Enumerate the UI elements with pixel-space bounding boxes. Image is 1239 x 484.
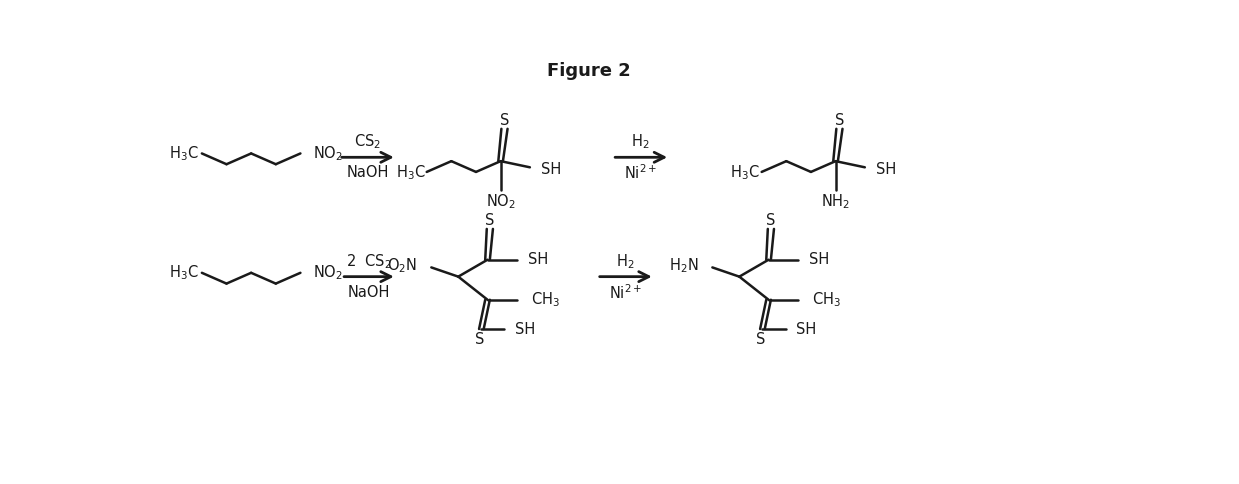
Text: S: S — [766, 213, 776, 227]
Text: SH: SH — [515, 321, 535, 336]
Text: S: S — [756, 331, 766, 346]
Text: Ni$^{2+}$: Ni$^{2+}$ — [624, 163, 658, 182]
Text: SH: SH — [540, 161, 561, 176]
Text: H$_2$: H$_2$ — [632, 133, 650, 151]
Text: H$_2$: H$_2$ — [616, 252, 634, 270]
Text: S: S — [835, 113, 844, 128]
Text: NO$_2$: NO$_2$ — [486, 192, 515, 211]
Text: S: S — [486, 213, 494, 227]
Text: H$_3$C: H$_3$C — [731, 163, 760, 181]
Text: NH$_2$: NH$_2$ — [821, 192, 850, 211]
Text: SH: SH — [797, 321, 817, 336]
Text: SH: SH — [876, 161, 896, 176]
Text: Figure 2: Figure 2 — [548, 62, 631, 80]
Text: NaOH: NaOH — [348, 284, 390, 299]
Text: H$_3$C: H$_3$C — [395, 163, 425, 181]
Text: NO$_2$: NO$_2$ — [312, 144, 343, 163]
Text: H$_3$C: H$_3$C — [170, 144, 198, 163]
Text: H$_2$N: H$_2$N — [669, 256, 699, 275]
Text: O$_2$N: O$_2$N — [388, 256, 418, 275]
Text: 2  CS$_2$: 2 CS$_2$ — [346, 252, 392, 270]
Text: S: S — [499, 113, 509, 128]
Text: H$_3$C: H$_3$C — [170, 263, 198, 282]
Text: CH$_3$: CH$_3$ — [812, 290, 841, 309]
Text: SH: SH — [528, 252, 548, 267]
Text: CH$_3$: CH$_3$ — [530, 290, 560, 309]
Text: NO$_2$: NO$_2$ — [312, 263, 343, 282]
Text: Ni$^{2+}$: Ni$^{2+}$ — [608, 282, 642, 301]
Text: SH: SH — [809, 252, 829, 267]
Text: CS$_2$: CS$_2$ — [354, 133, 380, 151]
Text: NaOH: NaOH — [346, 165, 389, 180]
Text: S: S — [475, 331, 484, 346]
